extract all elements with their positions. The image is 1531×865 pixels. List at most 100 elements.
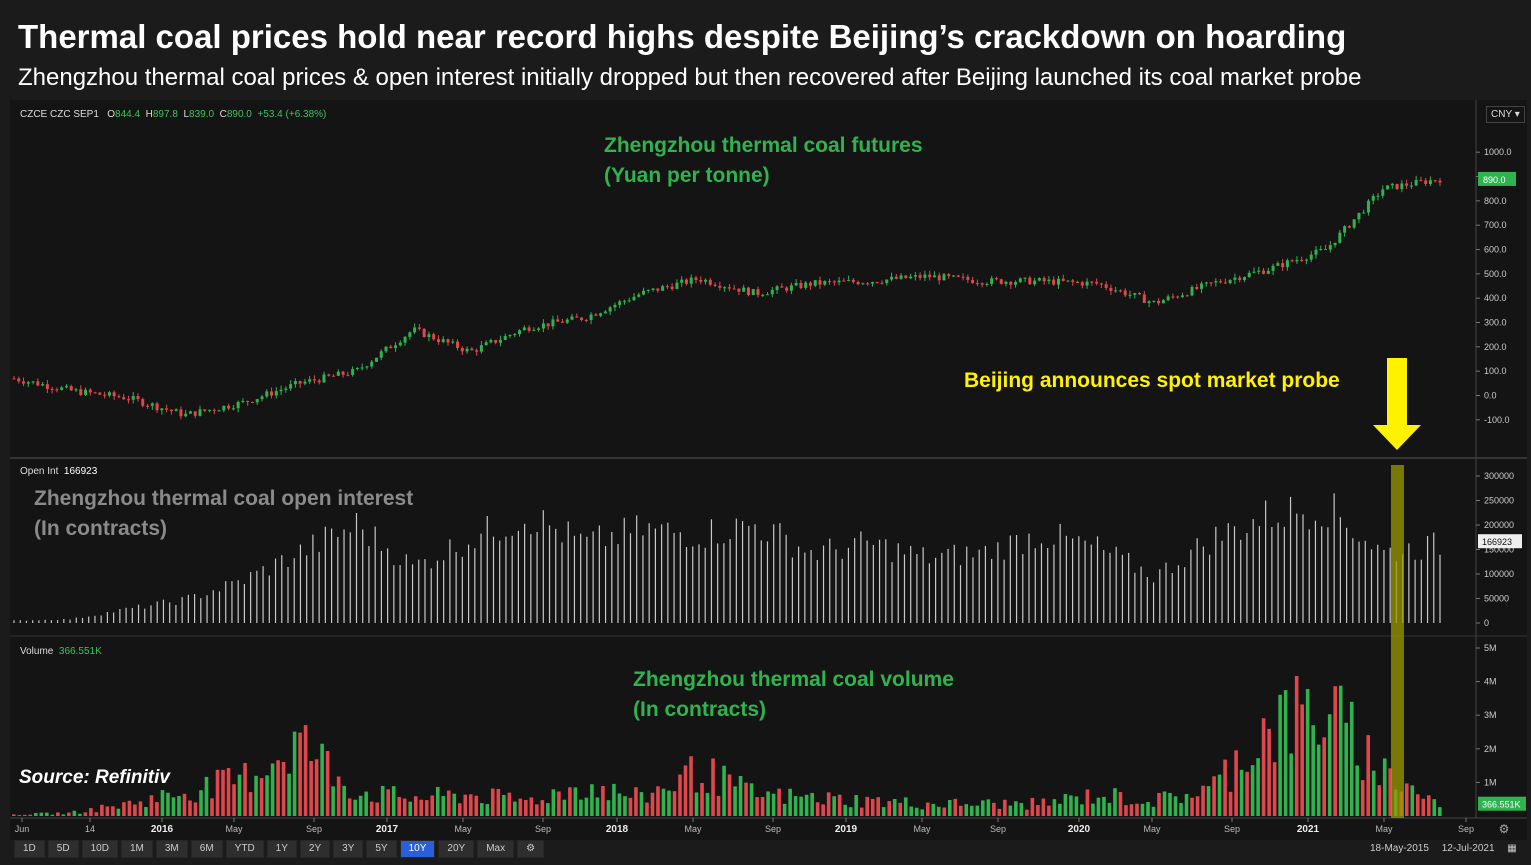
- volume-bar: [17, 815, 22, 816]
- price-candle: [1281, 263, 1285, 268]
- timeframe-button-5d[interactable]: 5D: [47, 840, 79, 858]
- price-candle: [952, 275, 956, 277]
- volume-bar: [408, 801, 413, 816]
- y-tick-label: 150000: [1484, 545, 1514, 555]
- timeframe-button-10y[interactable]: 10Y: [399, 840, 436, 858]
- y-tick-label: 0: [1484, 618, 1489, 628]
- price-candle: [432, 334, 436, 340]
- price-candle: [1071, 280, 1075, 282]
- price-candle: [994, 278, 998, 280]
- volume-bar: [1058, 803, 1062, 816]
- timeframe-button-5y[interactable]: 5Y: [366, 840, 397, 858]
- quote-header: CZCE CZC SEP1 O844.4 H897.8 L839.0 C890.…: [20, 109, 326, 120]
- timeframe-button-ytd[interactable]: YTD: [225, 840, 264, 858]
- gear-icon: ⚙: [1499, 822, 1510, 836]
- price-candle: [174, 409, 178, 412]
- volume-label: Volume: [20, 646, 54, 657]
- price-candle: [584, 319, 588, 321]
- calendar-icon[interactable]: ▦: [1507, 843, 1517, 854]
- volume-bar: [810, 792, 814, 816]
- y-tick-label: 400.0: [1484, 293, 1507, 303]
- price-candle: [961, 276, 965, 278]
- price-tag-box: [1478, 171, 1516, 186]
- volume-bar: [1080, 804, 1084, 816]
- grid: [10, 100, 1527, 819]
- price-candle: [656, 288, 660, 291]
- price-candle: [441, 339, 445, 342]
- timeframe-button-10d[interactable]: 10D: [81, 840, 118, 858]
- volume-bar: [650, 792, 655, 816]
- y-tick-label: 100000: [1484, 569, 1514, 579]
- price-candle: [1242, 277, 1246, 281]
- volume-bar: [881, 807, 886, 816]
- price-candle: [1109, 287, 1113, 291]
- volume-bar: [568, 787, 572, 816]
- volume-bar: [1195, 796, 1200, 816]
- price-candle: [284, 388, 288, 390]
- price-candle: [837, 280, 841, 283]
- timeframe-button-1y[interactable]: 1Y: [266, 840, 297, 858]
- price-candle: [1428, 180, 1432, 184]
- price-candle: [575, 316, 579, 318]
- timeframe-button-1d[interactable]: 1D: [14, 840, 45, 858]
- volume-bar: [865, 796, 869, 816]
- price-candle: [832, 281, 836, 283]
- volume-bar: [887, 801, 892, 816]
- price-candle: [899, 275, 903, 279]
- volume-bar: [1289, 753, 1293, 816]
- volume-bar: [105, 806, 110, 816]
- price-candle: [599, 313, 603, 316]
- price-candle: [36, 381, 40, 386]
- timeframe-button-6m[interactable]: 6M: [190, 840, 223, 858]
- currency-select[interactable]: CNY ▾: [1486, 106, 1525, 123]
- timeframe-button-max[interactable]: Max: [477, 840, 515, 858]
- timeframe-button-3m[interactable]: 3M: [155, 840, 188, 858]
- price-candle: [1386, 185, 1390, 190]
- price-candle: [727, 287, 731, 289]
- price-candle: [1362, 212, 1366, 214]
- price-candle: [1300, 259, 1304, 261]
- source-note: Source: Refinitiv: [19, 767, 170, 788]
- volume-bar: [903, 797, 908, 816]
- volume-bar: [314, 759, 319, 816]
- volume-bar: [171, 797, 176, 816]
- volume-bar: [557, 791, 561, 816]
- volume-bar: [502, 794, 506, 816]
- price-candle: [890, 276, 894, 280]
- price-candle: [1042, 278, 1046, 282]
- price-candle: [1128, 294, 1132, 296]
- low-value: 839.0: [189, 109, 215, 120]
- x-tick-label: 2019: [835, 824, 858, 835]
- volume-bar: [1052, 799, 1057, 816]
- volume-bar: [1201, 785, 1205, 816]
- high-label: H: [145, 109, 153, 120]
- price-candle: [1080, 282, 1084, 286]
- price-candle: [646, 289, 650, 291]
- gear-icon[interactable]: ⚙: [517, 840, 545, 858]
- price-candle: [560, 321, 564, 323]
- volume-bar: [892, 798, 897, 816]
- volume-bar: [661, 788, 666, 816]
- timeframe-button-3y[interactable]: 3Y: [333, 840, 364, 858]
- timeframe-button-2y[interactable]: 2Y: [299, 840, 331, 858]
- price-candle: [355, 367, 359, 369]
- price-candle: [661, 286, 665, 291]
- y-tick-label: 0.0: [1484, 391, 1497, 401]
- volume-bar: [100, 804, 104, 816]
- timeframe-button-1m[interactable]: 1M: [120, 840, 153, 858]
- price-candle: [808, 282, 812, 286]
- price-candle: [360, 367, 364, 369]
- volume-bar: [914, 807, 919, 816]
- price-candle: [193, 411, 197, 416]
- price-candle: [126, 399, 130, 401]
- price-candle: [1138, 293, 1142, 295]
- volume-bar: [89, 808, 93, 816]
- price-candle: [26, 382, 30, 384]
- price-candle: [842, 280, 846, 282]
- price-candle: [737, 288, 741, 292]
- price-candle: [31, 381, 35, 383]
- price-candle: [1185, 295, 1189, 297]
- price-candle: [527, 327, 531, 331]
- date-range[interactable]: 18-May-2015 12-Jul-2021 ▦: [1370, 843, 1527, 854]
- timeframe-button-20y[interactable]: 20Y: [438, 840, 475, 858]
